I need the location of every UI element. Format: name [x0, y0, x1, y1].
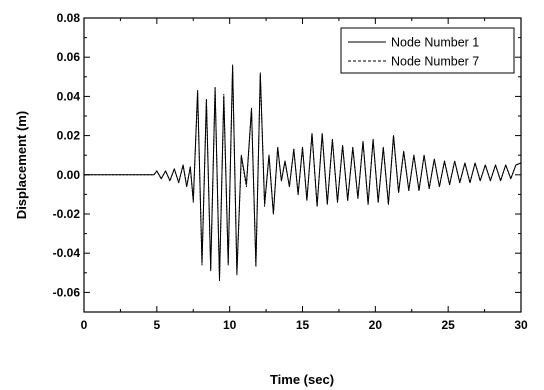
y-tick-label: 0.02 — [57, 129, 81, 143]
y-tick-label: 0.00 — [57, 168, 81, 182]
y-tick-label: 0.04 — [57, 89, 81, 103]
legend: Node Number 1 Node Number 7 — [340, 27, 515, 74]
x-tick-label: 30 — [514, 318, 528, 332]
y-tick-label: 0.06 — [57, 50, 81, 64]
series-layer — [84, 64, 522, 282]
legend-label-node-1: Node Number 1 — [391, 36, 479, 50]
x-tick-label: 20 — [369, 318, 383, 332]
x-tick-labels: 0 5 10 15 20 25 30 — [81, 318, 528, 332]
y-tick-label: 0.08 — [57, 11, 81, 25]
x-axis-title: Time (sec) — [270, 372, 334, 387]
series-line-node-number-7 — [84, 66, 522, 282]
x-tick-label: 25 — [441, 318, 455, 332]
legend-label-node-7: Node Number 7 — [391, 55, 479, 69]
legend-box — [340, 27, 515, 74]
series-line-node-number-1 — [84, 64, 522, 280]
y-axis-title: Displacement (m) — [14, 111, 29, 219]
x-tick-label: 0 — [81, 318, 88, 332]
y-tick-label: -0.04 — [53, 246, 81, 260]
x-tick-label: 10 — [223, 318, 237, 332]
x-tick-label: 15 — [296, 318, 310, 332]
x-tick-label: 5 — [153, 318, 160, 332]
y-tick-label: -0.06 — [53, 285, 81, 299]
y-tick-labels: -0.06 -0.04 -0.02 0.00 0.02 0.04 0.06 0.08 — [53, 11, 81, 299]
plot-frame — [83, 17, 522, 313]
y-tick-label: -0.02 — [53, 207, 81, 221]
